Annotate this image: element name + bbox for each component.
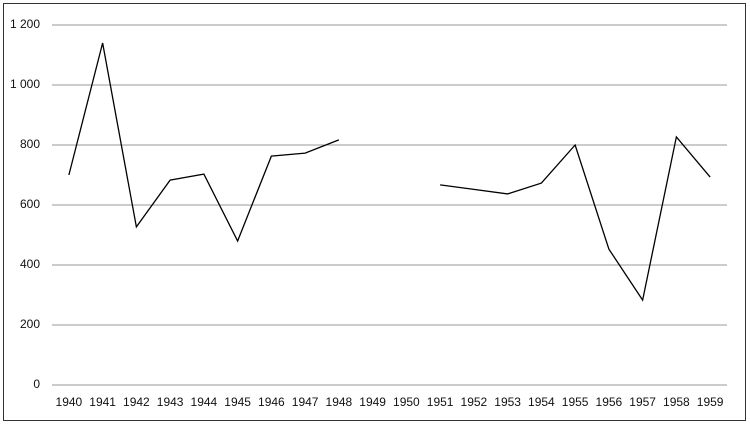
data-line (68, 42, 711, 302)
x-tick-label: 1944 (191, 395, 218, 409)
x-tick-label: 1953 (494, 395, 521, 409)
x-tick-label: 1947 (292, 395, 319, 409)
x-tick-label: 1956 (596, 395, 623, 409)
y-tick-label: 1 200 (10, 17, 40, 31)
y-tick-label: 800 (20, 137, 40, 151)
x-tick-label: 1950 (393, 395, 420, 409)
x-tick-label: 1952 (461, 395, 488, 409)
y-tick-label: 1 000 (10, 77, 40, 91)
y-tick-label: 0 (33, 377, 40, 391)
x-tick-label: 1945 (224, 395, 251, 409)
x-tick-label: 1942 (123, 395, 150, 409)
x-tick-label: 1957 (629, 395, 656, 409)
y-tick-label: 200 (20, 317, 40, 331)
chart-frame (3, 3, 746, 421)
x-tick-label: 1954 (528, 395, 555, 409)
x-tick-label: 1946 (258, 395, 285, 409)
x-tick-label: 1941 (89, 395, 116, 409)
x-tick-label: 1955 (562, 395, 589, 409)
x-tick-label: 1943 (157, 395, 184, 409)
y-tick-label: 400 (20, 257, 40, 271)
x-tick-label: 1949 (359, 395, 386, 409)
x-tick-label: 1958 (663, 395, 690, 409)
x-tick-label: 1940 (56, 395, 83, 409)
y-tick-label: 600 (20, 197, 40, 211)
x-tick-label: 1959 (697, 395, 724, 409)
x-tick-label: 1951 (427, 395, 454, 409)
x-tick-label: 1948 (326, 395, 353, 409)
